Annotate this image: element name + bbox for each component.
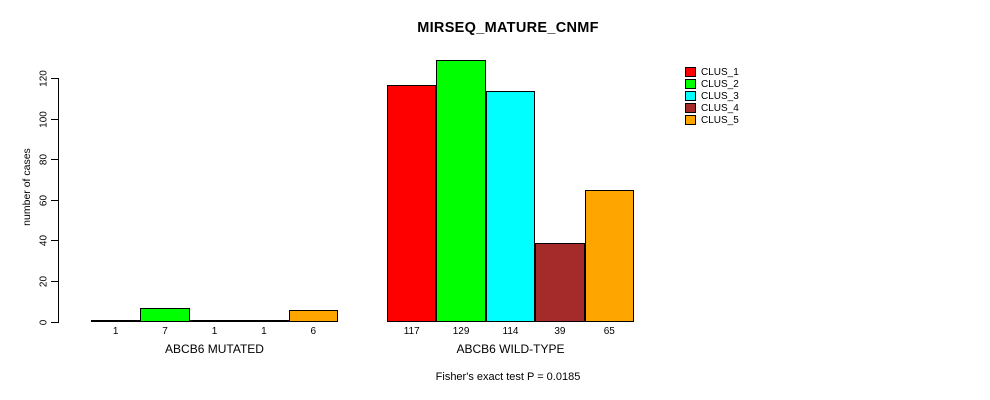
legend-swatch-clus-2 <box>685 79 696 89</box>
legend-swatch-clus-3 <box>685 91 696 101</box>
bar-value-label: 129 <box>452 326 470 337</box>
y-axis-tick <box>51 159 58 161</box>
bar-value-label: 6 <box>310 326 317 337</box>
annotation-text: Fisher's exact test P = 0.0185 <box>435 371 581 383</box>
y-axis-tick-label: 120 <box>38 70 50 87</box>
bar-abcb6-wild-type-clus-3 <box>485 91 536 322</box>
chart-title: MIRSEQ_MATURE_CNMF <box>417 20 599 36</box>
y-axis-line <box>58 78 59 323</box>
bar-value-label: 39 <box>554 326 566 337</box>
bar-abcb6-wild-type-clus-4 <box>535 243 585 322</box>
y-axis-tick-label: 100 <box>38 110 50 128</box>
bar-value-label: 1 <box>211 326 218 337</box>
bar-abcb6-wild-type-clus-5 <box>584 190 634 322</box>
legend-swatch-clus-1 <box>685 67 696 77</box>
bar-abcb6-mutated-clus-1 <box>91 320 141 322</box>
y-axis-tick <box>51 118 58 120</box>
y-axis-tick <box>51 199 58 201</box>
legend-label-clus-4: CLUS_4 <box>701 103 739 114</box>
x-axis-group-label-abcb6-mutated: ABCB6 MUTATED <box>165 342 264 356</box>
y-axis-tick-label: 80 <box>38 154 50 166</box>
bar-value-label: 7 <box>162 326 168 337</box>
bar-abcb6-mutated-clus-2 <box>140 308 190 322</box>
x-axis-group-label-abcb6-wild-type: ABCB6 WILD-TYPE <box>456 342 565 356</box>
y-axis-tick <box>51 321 58 323</box>
bar-abcb6-mutated-clus-3 <box>189 320 240 322</box>
legend-label-clus-5: CLUS_5 <box>701 115 739 126</box>
bar-value-label: 1 <box>261 326 267 337</box>
bar-abcb6-wild-type-clus-2 <box>436 60 486 322</box>
bar-value-label: 117 <box>403 326 420 337</box>
y-axis-tick-label: 0 <box>38 319 50 325</box>
y-axis-tick-label: 40 <box>38 235 50 247</box>
legend-label-clus-3: CLUS_3 <box>701 91 739 102</box>
y-axis-tick <box>51 280 58 282</box>
y-axis-tick <box>51 240 58 242</box>
bar-abcb6-wild-type-clus-1 <box>387 85 437 322</box>
y-axis-label: number of cases <box>21 148 33 226</box>
y-axis-tick-label: 20 <box>38 275 50 287</box>
legend-label-clus-1: CLUS_1 <box>701 67 739 78</box>
y-axis-tick-label: 60 <box>38 194 50 206</box>
legend-label-clus-2: CLUS_2 <box>701 79 739 90</box>
legend-swatch-clus-4 <box>685 103 696 113</box>
legend-swatch-clus-5 <box>685 115 696 125</box>
bar-abcb6-mutated-clus-5 <box>288 310 338 322</box>
bar-value-label: 114 <box>502 326 519 337</box>
bar-abcb6-mutated-clus-4 <box>239 320 289 322</box>
bar-value-label: 65 <box>603 326 615 337</box>
y-axis-tick <box>51 77 58 79</box>
bar-value-label: 1 <box>112 326 119 337</box>
